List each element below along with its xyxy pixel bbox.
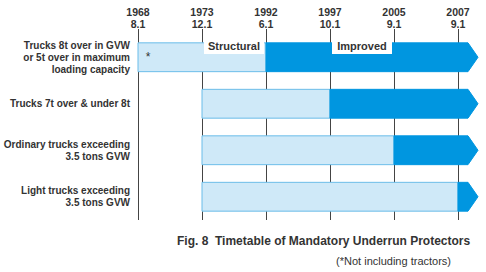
svg-text:*: * [146,50,151,64]
svg-text:Light trucks exceeding: Light trucks exceeding [21,185,130,196]
svg-text:2005: 2005 [382,6,406,18]
svg-text:3.5 tons GVW: 3.5 tons GVW [66,151,131,162]
svg-text:2007: 2007 [446,6,470,18]
svg-text:Improved: Improved [337,40,387,52]
svg-text:8.1: 8.1 [131,18,146,30]
svg-text:1973: 1973 [190,6,214,18]
svg-text:Ordinary trucks exceeding: Ordinary trucks exceeding [4,139,130,150]
svg-text:Fig. 8 Timetable of Mandatory: Fig. 8 Timetable of Mandatory Underrun P… [177,234,470,248]
svg-text:Trucks 7t over & under 8t: Trucks 7t over & under 8t [10,98,131,109]
svg-text:1968: 1968 [126,6,150,18]
svg-text:1992: 1992 [254,6,278,18]
svg-text:10.1: 10.1 [320,18,341,30]
svg-text:6.1: 6.1 [259,18,274,30]
svg-text:3.5 tons GVW: 3.5 tons GVW [66,197,131,208]
svg-text:Structural: Structural [208,40,260,52]
svg-text:12.1: 12.1 [192,18,213,30]
svg-text:or 5t over in maximum: or 5t over in maximum [23,52,130,63]
svg-text:Trucks 8t over in GVW: Trucks 8t over in GVW [24,40,131,51]
svg-text:1997: 1997 [318,6,342,18]
svg-text:(*Not including tractors): (*Not including tractors) [336,255,451,267]
svg-text:loading capacity: loading capacity [52,64,131,75]
svg-text:9.1: 9.1 [451,18,466,30]
svg-text:9.1: 9.1 [387,18,402,30]
